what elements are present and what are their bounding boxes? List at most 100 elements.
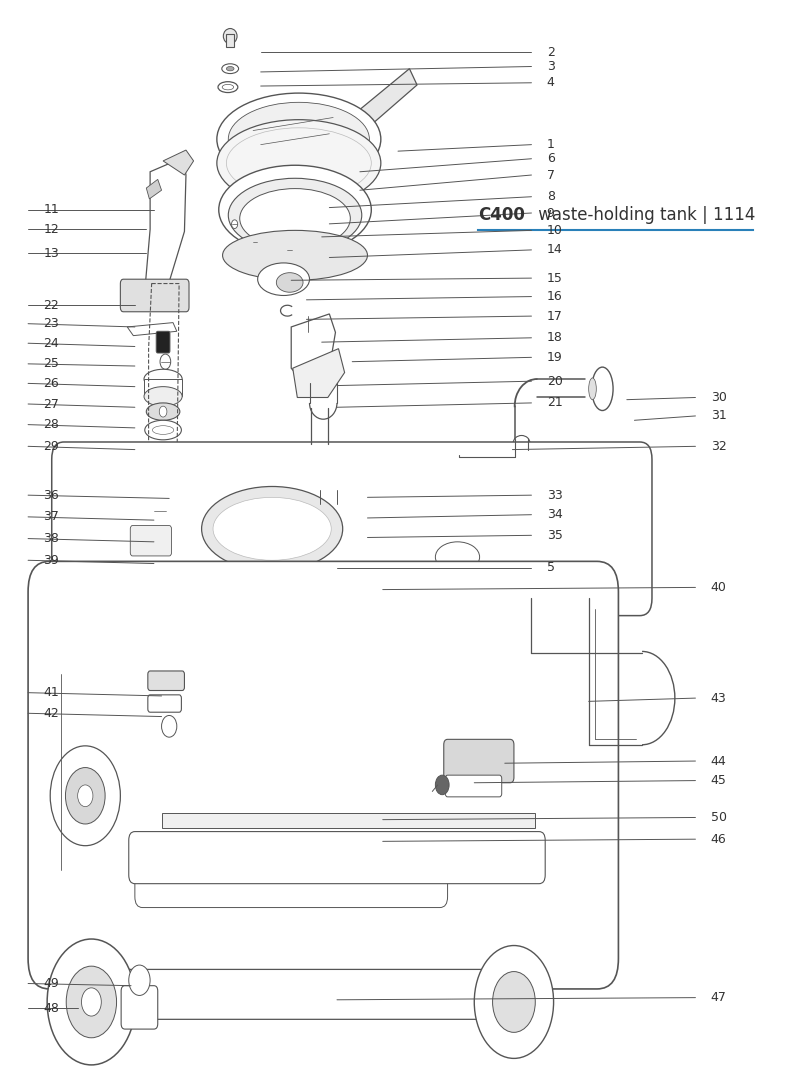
FancyBboxPatch shape [446,775,502,796]
FancyBboxPatch shape [121,986,158,1029]
FancyBboxPatch shape [296,463,360,496]
Ellipse shape [153,537,168,544]
Text: 5: 5 [546,561,554,574]
Ellipse shape [217,94,381,185]
Ellipse shape [589,378,596,399]
Text: 40: 40 [710,581,726,594]
Text: 2: 2 [546,46,554,59]
Circle shape [50,746,120,845]
Text: 16: 16 [546,290,562,304]
FancyBboxPatch shape [297,495,359,523]
Circle shape [286,246,293,255]
Polygon shape [127,323,177,335]
Text: 15: 15 [546,272,562,285]
Ellipse shape [217,120,381,207]
Ellipse shape [592,367,613,410]
Ellipse shape [151,549,169,560]
Bar [144,379,182,396]
Text: 7: 7 [546,169,554,182]
Ellipse shape [153,425,174,434]
Text: 8: 8 [546,190,554,203]
Text: 48: 48 [43,1002,59,1015]
Text: 39: 39 [43,554,59,567]
Text: 35: 35 [546,529,562,542]
Text: 29: 29 [43,440,59,453]
Text: 38: 38 [43,532,59,545]
Ellipse shape [228,178,362,252]
Circle shape [474,945,554,1059]
FancyBboxPatch shape [148,695,182,713]
Circle shape [252,237,258,246]
Text: 21: 21 [546,396,562,409]
Polygon shape [146,180,162,199]
Text: 37: 37 [43,510,59,523]
Circle shape [159,406,167,417]
Ellipse shape [222,231,367,281]
FancyBboxPatch shape [52,442,652,616]
Text: 41: 41 [43,687,59,700]
Text: 43: 43 [710,692,726,705]
FancyBboxPatch shape [129,831,545,883]
Text: 49: 49 [43,977,59,990]
Text: 20: 20 [546,374,562,387]
Circle shape [151,498,169,524]
Circle shape [78,784,93,806]
Polygon shape [163,150,194,175]
Text: 42: 42 [43,707,59,720]
Text: 17: 17 [546,310,562,323]
Text: 9: 9 [546,207,554,220]
Bar [162,813,535,828]
Text: 12: 12 [43,223,59,236]
FancyBboxPatch shape [120,280,189,312]
Text: 45: 45 [710,774,726,787]
Text: 50: 50 [710,811,726,824]
FancyBboxPatch shape [156,332,170,353]
Ellipse shape [240,188,350,248]
Ellipse shape [153,544,168,551]
Text: 13: 13 [43,247,59,260]
Ellipse shape [276,273,303,293]
Circle shape [231,220,238,228]
Ellipse shape [223,28,237,44]
Text: 6: 6 [546,152,554,165]
Ellipse shape [222,85,234,90]
Ellipse shape [218,82,238,92]
FancyBboxPatch shape [118,969,534,1019]
Text: 28: 28 [43,418,59,431]
Text: 24: 24 [43,336,59,349]
Circle shape [66,767,105,824]
Polygon shape [291,314,335,379]
Text: 19: 19 [546,350,562,363]
Ellipse shape [513,435,530,450]
Text: 30: 30 [710,391,726,404]
Polygon shape [337,69,417,145]
Circle shape [435,775,449,794]
Text: 11: 11 [43,203,59,217]
Circle shape [82,988,102,1016]
Ellipse shape [307,523,349,543]
FancyBboxPatch shape [135,842,447,907]
Circle shape [493,972,535,1033]
FancyBboxPatch shape [312,473,346,491]
Ellipse shape [145,420,182,440]
Ellipse shape [222,64,238,74]
Text: 26: 26 [43,376,59,390]
Text: 25: 25 [43,357,59,370]
FancyBboxPatch shape [130,526,171,556]
Ellipse shape [213,497,331,560]
Ellipse shape [226,66,234,71]
Text: 23: 23 [43,318,59,330]
Text: 32: 32 [710,440,726,453]
FancyBboxPatch shape [444,740,514,782]
Text: 18: 18 [546,332,562,344]
Text: waste-holding tank | 1114: waste-holding tank | 1114 [533,207,755,224]
Circle shape [47,939,136,1065]
FancyBboxPatch shape [148,671,185,691]
Text: 33: 33 [546,489,562,502]
Ellipse shape [144,369,182,388]
Circle shape [66,966,117,1038]
Circle shape [160,354,170,369]
Ellipse shape [218,165,371,255]
Text: 27: 27 [43,397,59,410]
Ellipse shape [435,542,480,572]
